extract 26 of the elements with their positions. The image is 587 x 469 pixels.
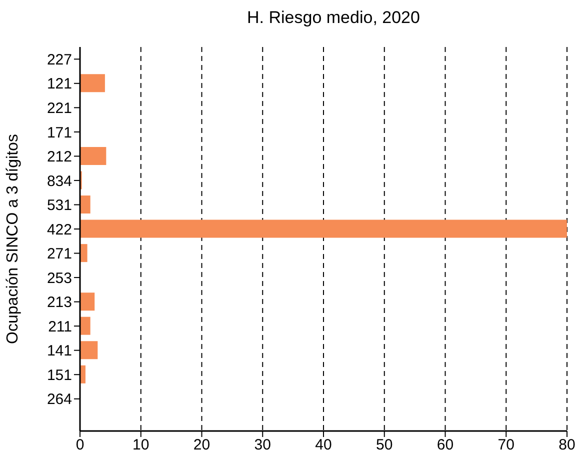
x-tick-label: 10 — [132, 436, 150, 454]
y-tick-label: 271 — [46, 246, 72, 263]
x-tick-label: 60 — [436, 436, 454, 454]
x-tick-label: 40 — [315, 436, 332, 454]
x-tick-label: 20 — [193, 436, 210, 454]
x-tick-label: 30 — [254, 436, 271, 454]
y-tick-label: 151 — [46, 366, 72, 384]
y-tick-label: 221 — [46, 100, 72, 117]
chart-title: H. Riesgo medio, 2020 — [246, 8, 421, 28]
y-axis-title: Ocupación SINCO a 3 dígitos — [4, 134, 22, 344]
y-tick-label: 121 — [46, 76, 72, 93]
y-tick-label: 264 — [46, 391, 72, 408]
x-tick-label: 80 — [558, 436, 576, 454]
y-tick-label: 213 — [46, 294, 72, 312]
y-tick-label: 422 — [46, 221, 72, 238]
y-tick-label: 834 — [46, 172, 72, 190]
y-tick-label: 227 — [46, 51, 72, 68]
y-tick-label: 253 — [46, 270, 72, 287]
x-tick-label: 50 — [376, 436, 393, 454]
y-tick-label: 212 — [46, 148, 72, 166]
x-tick-label: 70 — [498, 436, 514, 454]
x-tick-label: 0 — [76, 436, 84, 454]
y-tick-label: 171 — [46, 124, 72, 142]
y-tick-label: 531 — [46, 197, 72, 214]
y-tick-label: 211 — [48, 318, 72, 336]
y-tick-label: 141 — [46, 342, 72, 360]
